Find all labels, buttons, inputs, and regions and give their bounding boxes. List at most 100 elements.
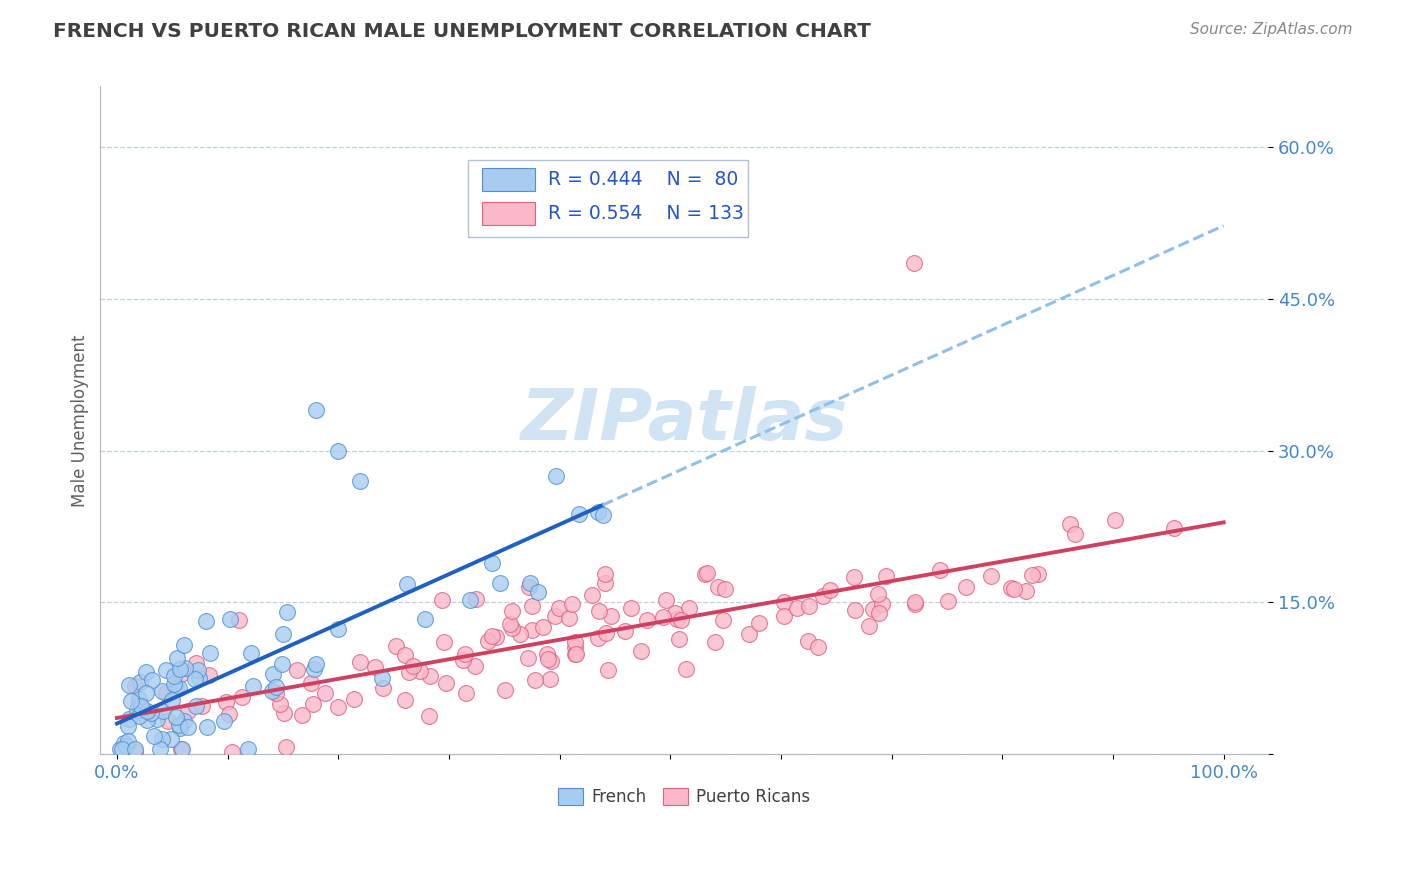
Point bbox=[558, 611, 581, 625]
Point bbox=[904, 594, 927, 608]
Point bbox=[326, 700, 349, 714]
Point bbox=[418, 709, 440, 723]
Point bbox=[517, 580, 540, 594]
Point bbox=[799, 599, 821, 613]
Point bbox=[160, 732, 183, 747]
Point bbox=[150, 683, 173, 698]
Point bbox=[301, 697, 323, 711]
Point bbox=[1163, 521, 1185, 535]
Point bbox=[454, 686, 477, 700]
Point bbox=[121, 694, 143, 708]
Point bbox=[544, 469, 567, 483]
Point bbox=[167, 718, 190, 732]
Point bbox=[302, 662, 325, 676]
Point bbox=[464, 658, 486, 673]
Point bbox=[536, 647, 558, 661]
Point bbox=[858, 619, 880, 633]
Text: Source: ZipAtlas.com: Source: ZipAtlas.com bbox=[1189, 22, 1353, 37]
Point bbox=[124, 679, 146, 693]
Point bbox=[588, 604, 610, 618]
Point bbox=[173, 661, 195, 675]
Point bbox=[197, 721, 219, 735]
Point bbox=[786, 601, 808, 615]
Point bbox=[271, 657, 294, 671]
Point bbox=[191, 699, 214, 714]
Point bbox=[489, 575, 512, 590]
Point bbox=[592, 508, 614, 523]
Point bbox=[664, 606, 686, 620]
Point bbox=[748, 615, 770, 630]
Point bbox=[112, 736, 135, 750]
Point bbox=[145, 713, 167, 727]
Point bbox=[184, 657, 207, 671]
Point bbox=[773, 595, 796, 609]
Point bbox=[593, 567, 616, 582]
Point bbox=[166, 651, 188, 665]
Point bbox=[517, 651, 540, 665]
Point bbox=[305, 403, 328, 417]
Point bbox=[124, 745, 146, 759]
Point bbox=[1059, 516, 1081, 531]
Point bbox=[198, 668, 221, 682]
Point bbox=[501, 621, 523, 635]
Point bbox=[477, 634, 499, 648]
Point bbox=[128, 692, 150, 706]
Point bbox=[419, 669, 441, 683]
Point bbox=[538, 672, 561, 686]
Point bbox=[714, 582, 737, 596]
Point bbox=[131, 698, 153, 713]
Point bbox=[1021, 568, 1043, 582]
Point bbox=[127, 698, 149, 713]
Point bbox=[285, 663, 308, 677]
Point bbox=[519, 576, 541, 591]
Point bbox=[619, 601, 641, 615]
Point bbox=[711, 613, 734, 627]
Point bbox=[173, 638, 195, 652]
Point bbox=[844, 603, 866, 617]
Point bbox=[564, 640, 586, 655]
Point bbox=[561, 597, 583, 611]
Point bbox=[394, 648, 416, 662]
Point bbox=[807, 640, 830, 654]
Point bbox=[125, 703, 148, 717]
Point bbox=[613, 624, 636, 638]
Point bbox=[152, 704, 174, 718]
Point bbox=[314, 686, 336, 700]
Point bbox=[114, 739, 136, 753]
Point bbox=[868, 587, 890, 601]
Point bbox=[413, 612, 436, 626]
FancyBboxPatch shape bbox=[468, 160, 748, 236]
Point bbox=[820, 583, 842, 598]
Point bbox=[240, 646, 263, 660]
Point bbox=[394, 693, 416, 707]
Point bbox=[401, 659, 423, 673]
Point bbox=[862, 601, 884, 615]
Point bbox=[668, 632, 690, 646]
Point bbox=[169, 721, 191, 735]
Point bbox=[150, 732, 173, 747]
Point bbox=[434, 675, 457, 690]
Point bbox=[586, 631, 609, 645]
Point bbox=[870, 597, 893, 611]
Point bbox=[170, 742, 193, 756]
Point bbox=[269, 697, 291, 711]
Point bbox=[262, 684, 284, 698]
Point bbox=[242, 679, 264, 693]
Point bbox=[187, 663, 209, 677]
Point bbox=[544, 609, 567, 624]
Point bbox=[522, 623, 544, 637]
Point bbox=[704, 635, 727, 649]
Point bbox=[844, 570, 866, 584]
Point bbox=[135, 704, 157, 718]
Point bbox=[636, 613, 658, 627]
Point bbox=[395, 577, 418, 591]
Point bbox=[537, 652, 560, 666]
Point bbox=[165, 709, 187, 723]
Point bbox=[135, 686, 157, 700]
Point bbox=[655, 593, 678, 607]
Point bbox=[565, 647, 588, 661]
Point bbox=[264, 680, 287, 694]
Y-axis label: Male Unemployment: Male Unemployment bbox=[72, 334, 89, 507]
Point bbox=[568, 507, 591, 521]
Point bbox=[349, 655, 371, 669]
